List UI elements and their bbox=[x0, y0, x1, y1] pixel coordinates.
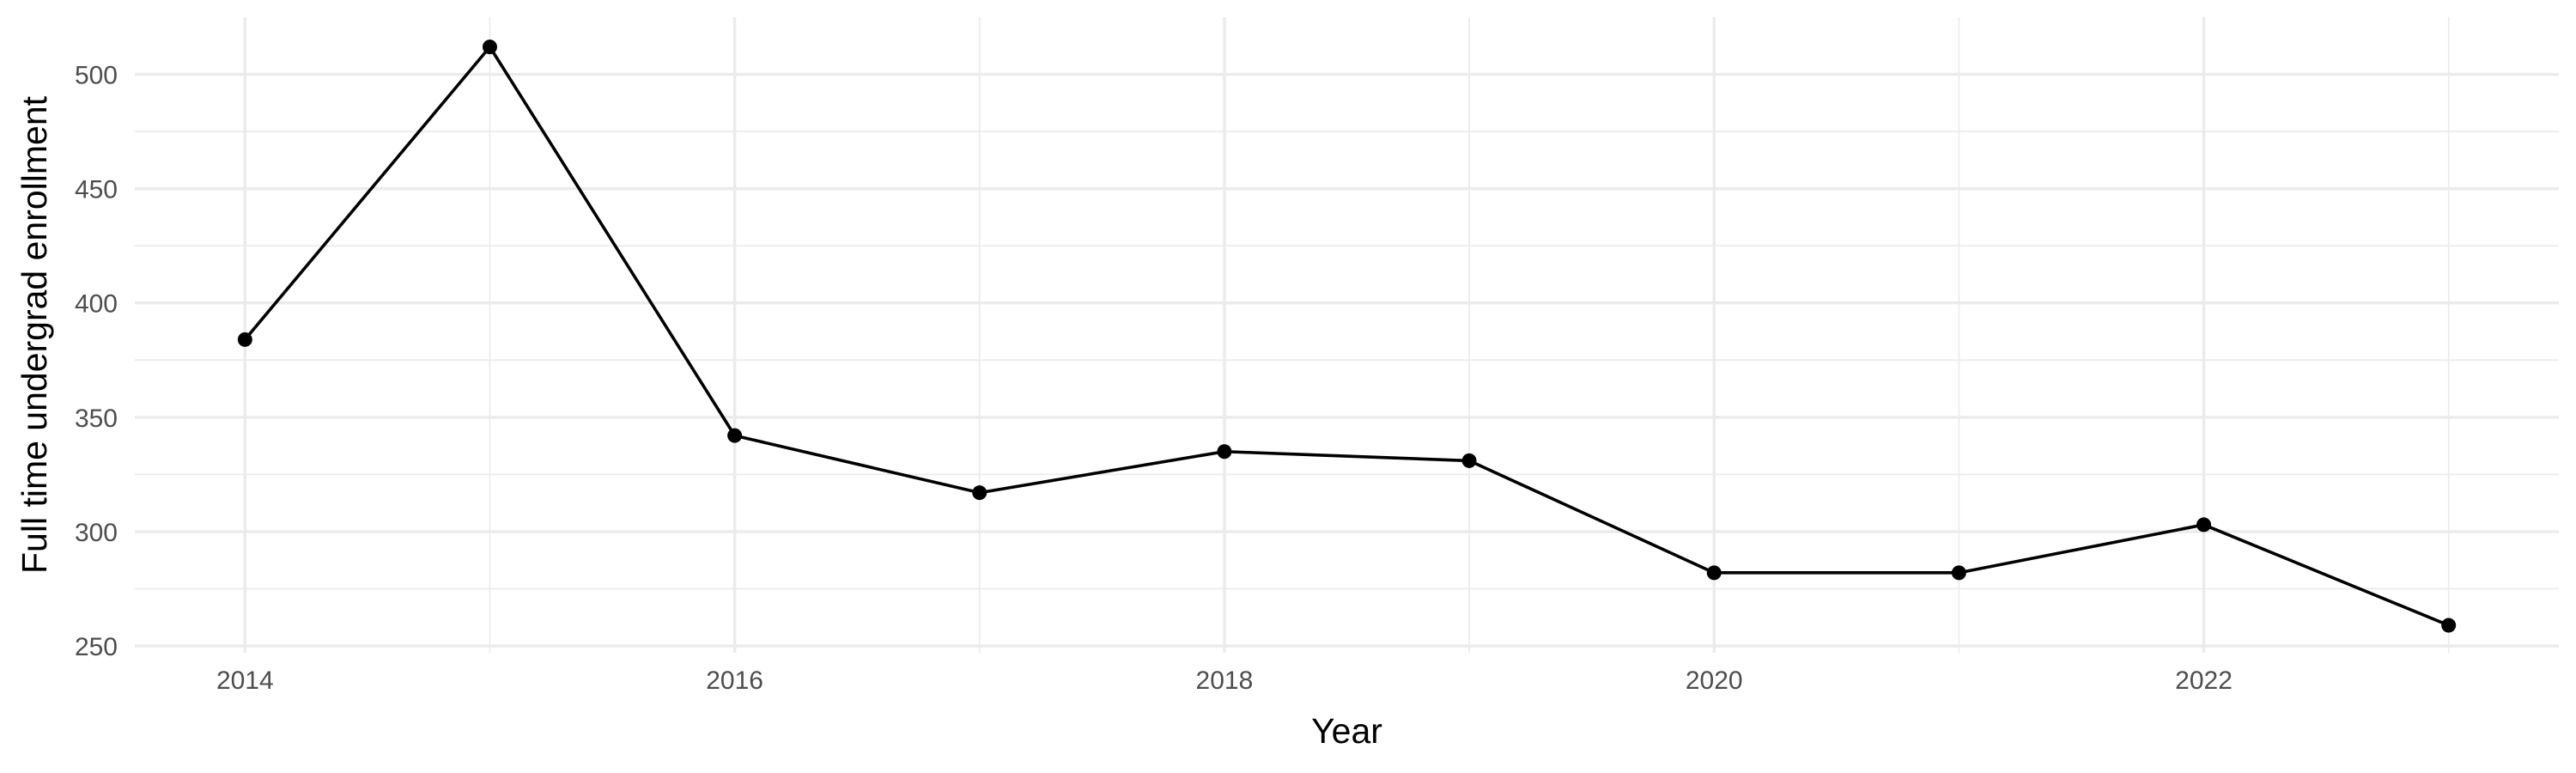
y-tick-label: 450 bbox=[75, 176, 118, 204]
y-axis-title: Full time undergrad enrollment bbox=[15, 95, 54, 574]
series bbox=[237, 40, 2457, 633]
data-point bbox=[727, 428, 743, 443]
data-point bbox=[237, 332, 252, 347]
data-point bbox=[482, 40, 497, 55]
data-point bbox=[2196, 517, 2212, 533]
data-point bbox=[2441, 618, 2457, 633]
data-point bbox=[972, 485, 987, 501]
y-tick-label: 500 bbox=[75, 62, 118, 90]
x-axis-title: Year bbox=[1311, 711, 1382, 751]
data-point bbox=[1461, 453, 1477, 468]
y-axis-ticks: 250 300 350 400 450 500 bbox=[75, 62, 118, 661]
x-tick-label: 2014 bbox=[216, 666, 274, 695]
x-tick-label: 2018 bbox=[1196, 666, 1254, 695]
x-tick-label: 2020 bbox=[1686, 666, 1743, 695]
y-tick-label: 250 bbox=[75, 633, 118, 661]
x-tick-label: 2016 bbox=[706, 666, 763, 695]
data-point bbox=[1706, 565, 1722, 581]
x-tick-label: 2022 bbox=[2175, 666, 2233, 695]
y-tick-label: 400 bbox=[75, 290, 118, 319]
data-point bbox=[1951, 565, 1966, 581]
data-point bbox=[1217, 444, 1232, 460]
gridlines bbox=[135, 17, 2559, 653]
y-tick-label: 300 bbox=[75, 519, 118, 547]
y-tick-label: 350 bbox=[75, 405, 118, 433]
x-axis-ticks: 2014 2016 2018 2020 2022 bbox=[216, 666, 2233, 695]
series-line bbox=[243, 45, 2450, 627]
